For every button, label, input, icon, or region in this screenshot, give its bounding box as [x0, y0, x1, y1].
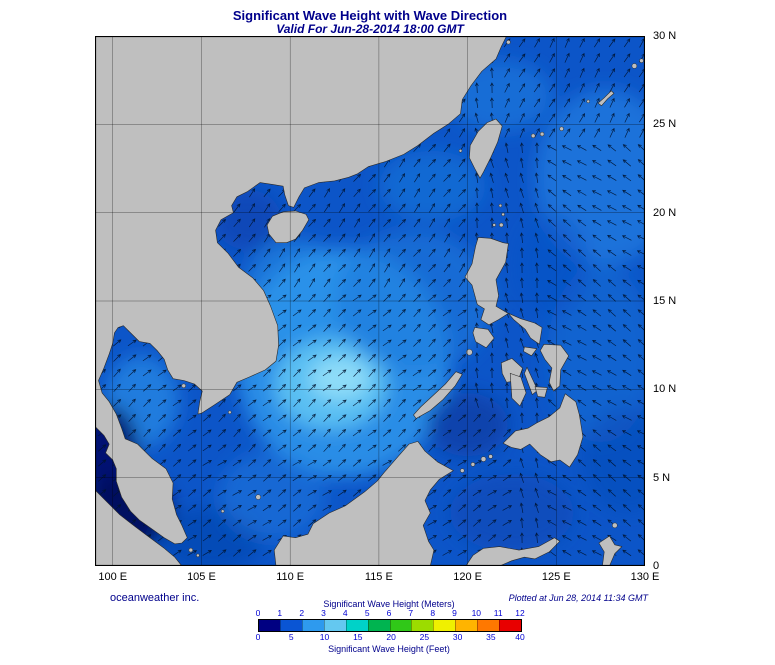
lat-label: 15 N: [653, 295, 677, 307]
landmasses: [95, 36, 644, 566]
colorbar-segment: [455, 620, 478, 631]
colorbar-segment: [259, 620, 280, 631]
lon-label: 110 E: [276, 571, 305, 583]
feet-tick: 15: [353, 632, 363, 642]
meters-tick: 4: [342, 608, 348, 618]
legend-feet-label: Significant Wave Height (Feet): [328, 644, 450, 654]
colorbar-segment: [367, 620, 390, 631]
feet-tick: 20: [386, 632, 396, 642]
colorbar-segment: [345, 620, 368, 631]
map-canvas: [94, 35, 646, 567]
legend-meters-ticks: 0 1 2 3 4 5 6 7 8 9 10 11 12: [255, 608, 525, 618]
map-border: [94, 35, 646, 567]
lon-label: 125 E: [541, 571, 571, 583]
meters-tick: 3: [321, 608, 326, 618]
colorbar-segment: [279, 620, 302, 631]
chart-subtitle: Valid For Jun-28-2014 18:00 GMT: [276, 22, 464, 36]
colorbar-segment: [301, 620, 324, 631]
legend-feet-ticks: 0 5 10 15 20 25 30 35 40: [255, 632, 525, 642]
legend-meters-label: Significant Wave Height (Meters): [323, 599, 455, 609]
meters-tick: 5: [364, 608, 370, 618]
meters-tick: 7: [408, 608, 414, 618]
meters-tick: 10: [471, 608, 482, 618]
feet-tick: 30: [452, 632, 463, 642]
colorbar-segment: [323, 620, 346, 631]
meters-tick: 2: [299, 608, 305, 618]
colorbar-segment: [433, 620, 456, 631]
lon-label: 130 E: [630, 571, 660, 583]
lon-label: 105 E: [187, 571, 216, 583]
colorbar-segment: [499, 620, 522, 631]
lat-label: 5 N: [653, 471, 671, 484]
wave-map: [94, 35, 646, 567]
credit-text: oceanweather inc.: [110, 592, 200, 604]
feet-tick: 40: [515, 632, 525, 642]
colorbar-segment: [477, 620, 500, 631]
meters-tick: 8: [430, 608, 436, 618]
lat-label: 30 N: [653, 30, 677, 42]
meters-tick: 11: [493, 608, 503, 618]
lon-label: 115 E: [364, 571, 393, 583]
feet-tick: 35: [486, 632, 496, 642]
feet-tick: 5: [288, 632, 294, 642]
colorbar-segment: [389, 620, 412, 631]
meters-tick: 1: [277, 608, 283, 618]
chart-title: Significant Wave Height with Wave Direct…: [232, 8, 508, 23]
feet-tick: 0: [255, 632, 261, 642]
meters-tick: 0: [255, 608, 261, 618]
feet-tick: 25: [419, 632, 430, 642]
lat-label: 10 N: [653, 383, 677, 396]
meters-tick: 9: [452, 608, 457, 618]
feet-tick: 10: [319, 632, 330, 642]
lat-label: 25 N: [653, 118, 677, 131]
lon-label: 120 E: [453, 571, 482, 583]
graticule-grid: [95, 36, 645, 566]
colorbar: [258, 619, 522, 632]
lat-label: 20 N: [653, 206, 677, 219]
lon-label: 100 E: [98, 571, 128, 583]
meters-tick: 6: [386, 608, 392, 618]
colorbar-segment: [411, 620, 434, 631]
plotted-timestamp: Plotted at Jun 28, 2014 11:34 GMT: [508, 593, 648, 603]
lat-label: 0: [653, 560, 660, 572]
meters-tick: 12: [515, 608, 525, 618]
